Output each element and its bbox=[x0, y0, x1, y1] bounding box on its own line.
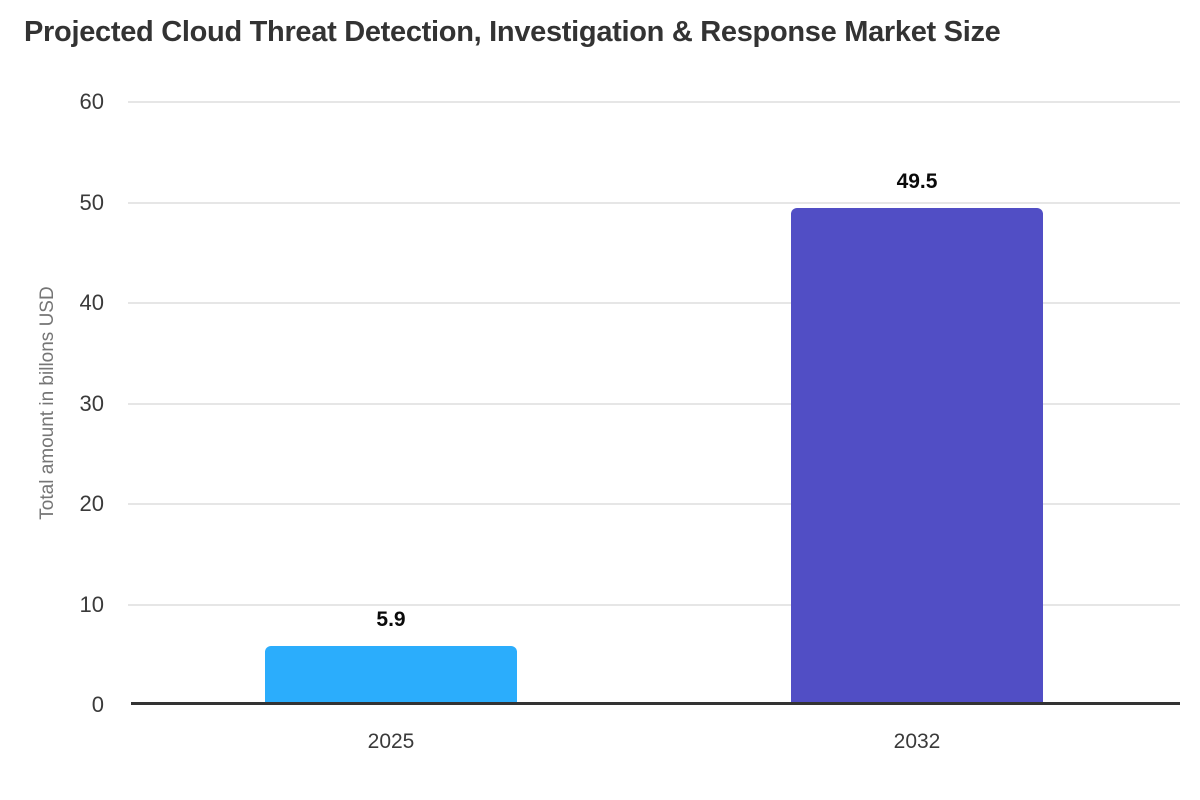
y-tick-label: 30 bbox=[79, 390, 104, 416]
gridline bbox=[128, 201, 1180, 204]
gridline bbox=[128, 101, 1180, 103]
x-tick-labels: 2025 2032 bbox=[128, 730, 1180, 770]
x-axis-baseline bbox=[131, 702, 1180, 705]
bar-2025 bbox=[265, 645, 517, 702]
y-tick-label: 40 bbox=[79, 290, 104, 315]
x-tick-label-2025: 2025 bbox=[367, 730, 415, 753]
bar-value-label-2032: 49.5 bbox=[896, 169, 938, 193]
gridline bbox=[128, 503, 1180, 505]
y-tick-labels: 0 10 20 30 40 50 60 bbox=[0, 91, 104, 716]
bar-value-label-2025: 5.9 bbox=[376, 607, 406, 631]
chart-title: Projected Cloud Threat Detection, Invest… bbox=[24, 16, 1001, 48]
gridline bbox=[128, 603, 1180, 606]
y-tick-label: 20 bbox=[79, 491, 104, 516]
y-tick-label: 0 bbox=[91, 692, 104, 717]
gridline bbox=[128, 402, 1180, 405]
y-tick-label: 10 bbox=[79, 591, 104, 617]
y-tick-label: 60 bbox=[79, 89, 104, 114]
y-tick-label: 50 bbox=[79, 189, 104, 215]
plot-area: 5.9 49.5 bbox=[128, 101, 1180, 705]
gridline bbox=[128, 302, 1180, 304]
x-tick-label-2032: 2032 bbox=[893, 730, 941, 753]
bar-2032 bbox=[791, 207, 1043, 702]
